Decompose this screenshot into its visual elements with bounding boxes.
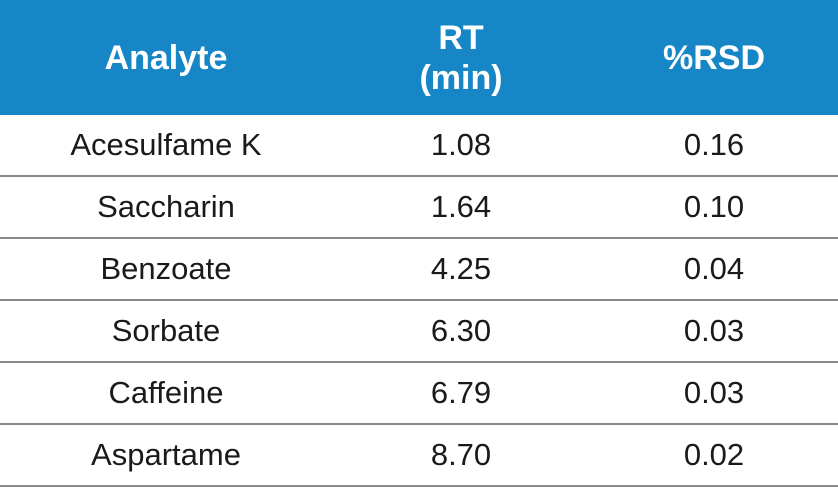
cell-analyte: Saccharin — [0, 176, 332, 239]
cell-rt: 6.30 — [332, 300, 590, 363]
cell-analyte: Acesulfame K — [0, 115, 332, 177]
cell-rsd: 0.16 — [590, 115, 838, 177]
table-row: Acesulfame K 1.08 0.16 — [0, 115, 838, 177]
table-row: Saccharin 1.64 0.10 — [0, 176, 838, 239]
header-rt-unit: (min) — [419, 58, 503, 97]
cell-rt: 1.08 — [332, 115, 590, 177]
table-header-row: Analyte RT (min) %RSD — [0, 0, 838, 115]
header-rt: RT (min) — [332, 0, 590, 115]
cell-analyte: Caffeine — [0, 362, 332, 425]
cell-rt: 1.64 — [332, 176, 590, 239]
table-row: Benzoate 4.25 0.04 — [0, 238, 838, 301]
cell-rsd: 0.10 — [590, 176, 838, 239]
cell-rsd: 0.02 — [590, 424, 838, 487]
cell-rt: 6.79 — [332, 362, 590, 425]
header-analyte-label: Analyte — [104, 38, 228, 77]
header-rsd: %RSD — [590, 0, 838, 115]
table-row: Aspartame 8.70 0.02 — [0, 424, 838, 487]
cell-rsd: 0.03 — [590, 300, 838, 363]
table-row: Caffeine 6.79 0.03 — [0, 362, 838, 425]
cell-analyte: Aspartame — [0, 424, 332, 487]
header-rt-label: RT — [438, 18, 484, 57]
cell-analyte: Benzoate — [0, 238, 332, 301]
cell-rt: 8.70 — [332, 424, 590, 487]
cell-rsd: 0.04 — [590, 238, 838, 301]
cell-analyte: Sorbate — [0, 300, 332, 363]
header-rsd-label: %RSD — [662, 38, 766, 77]
table-row: Sorbate 6.30 0.03 — [0, 300, 838, 363]
cell-rsd: 0.03 — [590, 362, 838, 425]
cell-rt: 4.25 — [332, 238, 590, 301]
header-analyte: Analyte — [0, 0, 332, 115]
